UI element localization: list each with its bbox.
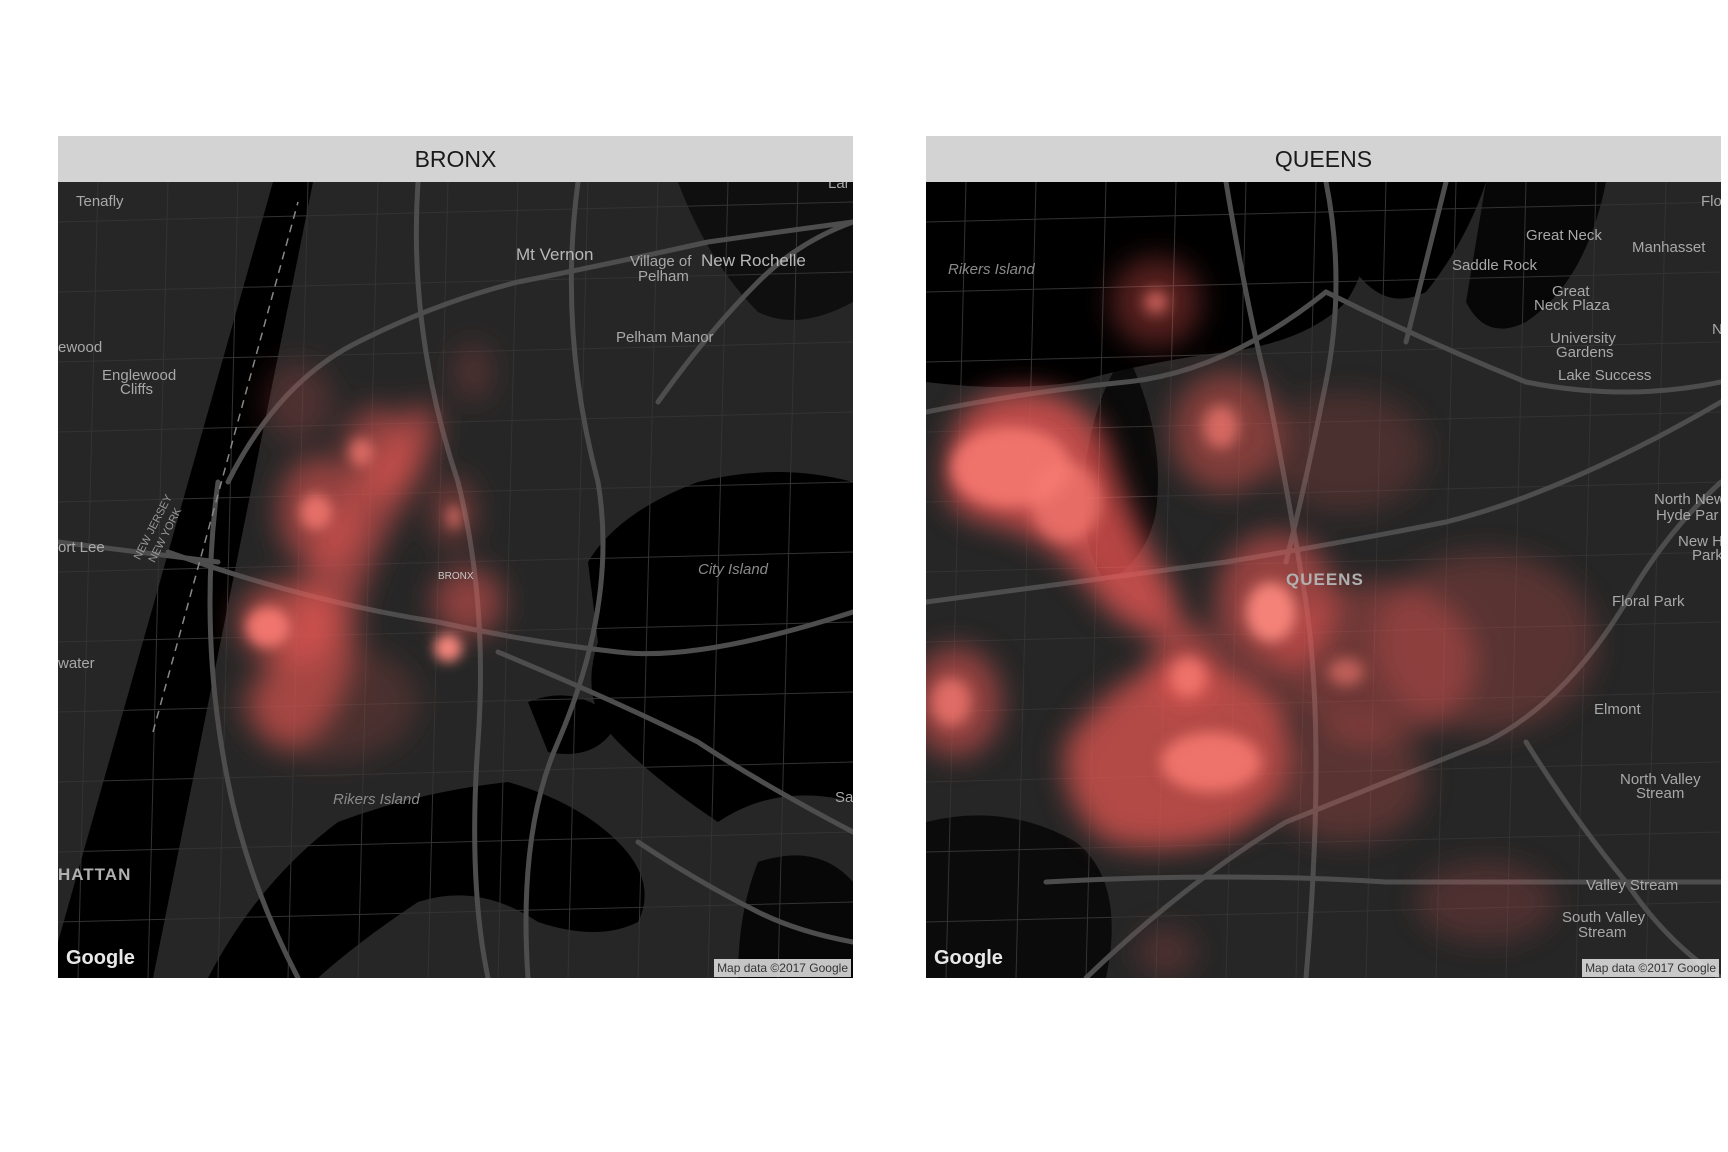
label-queens: QUEENS bbox=[1286, 570, 1364, 589]
label-ort-lee: ort Lee bbox=[58, 539, 105, 556]
label-lar: Lar bbox=[828, 182, 850, 192]
label-saddle-rock: Saddle Rock bbox=[1452, 257, 1538, 274]
panel-title: QUEENS bbox=[926, 136, 1721, 182]
state-border bbox=[152, 201, 299, 733]
label-great: Great bbox=[1552, 283, 1590, 300]
heatmap-layer bbox=[238, 342, 503, 762]
label-university: University bbox=[1550, 330, 1616, 347]
google-logo: Google bbox=[66, 947, 135, 969]
queens-panel: QUEENS bbox=[926, 136, 1721, 978]
label-elmont: Elmont bbox=[1594, 701, 1641, 718]
label-flo: Flo bbox=[1701, 193, 1721, 210]
label-manhasset: Manhasset bbox=[1632, 239, 1706, 256]
label-lake-success: Lake Success bbox=[1558, 367, 1652, 384]
label-cliffs: Cliffs bbox=[120, 381, 154, 398]
google-logo: Google bbox=[934, 947, 1003, 969]
label-hattan: HATTAN bbox=[58, 865, 132, 884]
label-stream: Stream bbox=[1636, 785, 1685, 802]
label-new-h: New H bbox=[1678, 533, 1721, 550]
label-englewood: Englewood bbox=[102, 367, 177, 384]
panel-title: BRONX bbox=[58, 136, 853, 182]
label-valley-stream: Valley Stream bbox=[1586, 877, 1679, 894]
label-south-valley: South Valley bbox=[1562, 909, 1646, 926]
label-n: N bbox=[1712, 321, 1721, 338]
heatmap-cores bbox=[931, 290, 1364, 792]
label-new-rochelle: New Rochelle bbox=[701, 251, 806, 270]
bronx-panel: BRONX bbox=[58, 136, 853, 978]
label-water: water bbox=[58, 655, 95, 672]
heatmap-cores bbox=[246, 438, 462, 662]
map-data-credit[interactable]: Map data ©2017 Google bbox=[714, 959, 851, 977]
label-north-valley: North Valley bbox=[1620, 771, 1701, 788]
bronx-map[interactable]: Tenafly Mt Vernon Village of Pelham New … bbox=[58, 182, 853, 978]
label-gardens: Gardens bbox=[1556, 344, 1614, 361]
label-village-of: Village of bbox=[630, 253, 692, 270]
label-city-island: City Island bbox=[698, 561, 769, 578]
label-tenafly: Tenafly bbox=[76, 193, 124, 210]
queens-map[interactable]: Rikers Island Great Neck Manhasset Flo S… bbox=[926, 182, 1721, 978]
bronx-map-graphics bbox=[58, 182, 853, 978]
label-great-neck: Great Neck bbox=[1526, 227, 1602, 244]
label-mt-vernon: Mt Vernon bbox=[516, 245, 594, 264]
label-rikers-island: Rikers Island bbox=[333, 791, 420, 808]
label-neck-plaza: Neck Plaza bbox=[1534, 297, 1610, 314]
label-floral-park: Floral Park bbox=[1612, 593, 1685, 610]
label-rikers-island: Rikers Island bbox=[948, 261, 1035, 278]
label-park: Park bbox=[1692, 547, 1721, 564]
label-pelham: Pelham bbox=[638, 268, 689, 285]
label-sa: Sa bbox=[835, 789, 853, 806]
map-data-credit[interactable]: Map data ©2017 Google bbox=[1582, 959, 1719, 977]
label-north-new: North New bbox=[1654, 491, 1721, 508]
label-bronx: BRONX bbox=[438, 571, 474, 582]
queens-map-graphics bbox=[926, 182, 1721, 978]
label-pelham-manor: Pelham Manor bbox=[616, 329, 714, 346]
label-stream-2: Stream bbox=[1578, 924, 1627, 941]
label-ewood: ewood bbox=[58, 339, 103, 356]
label-hyde-par: Hyde Par bbox=[1656, 507, 1719, 524]
